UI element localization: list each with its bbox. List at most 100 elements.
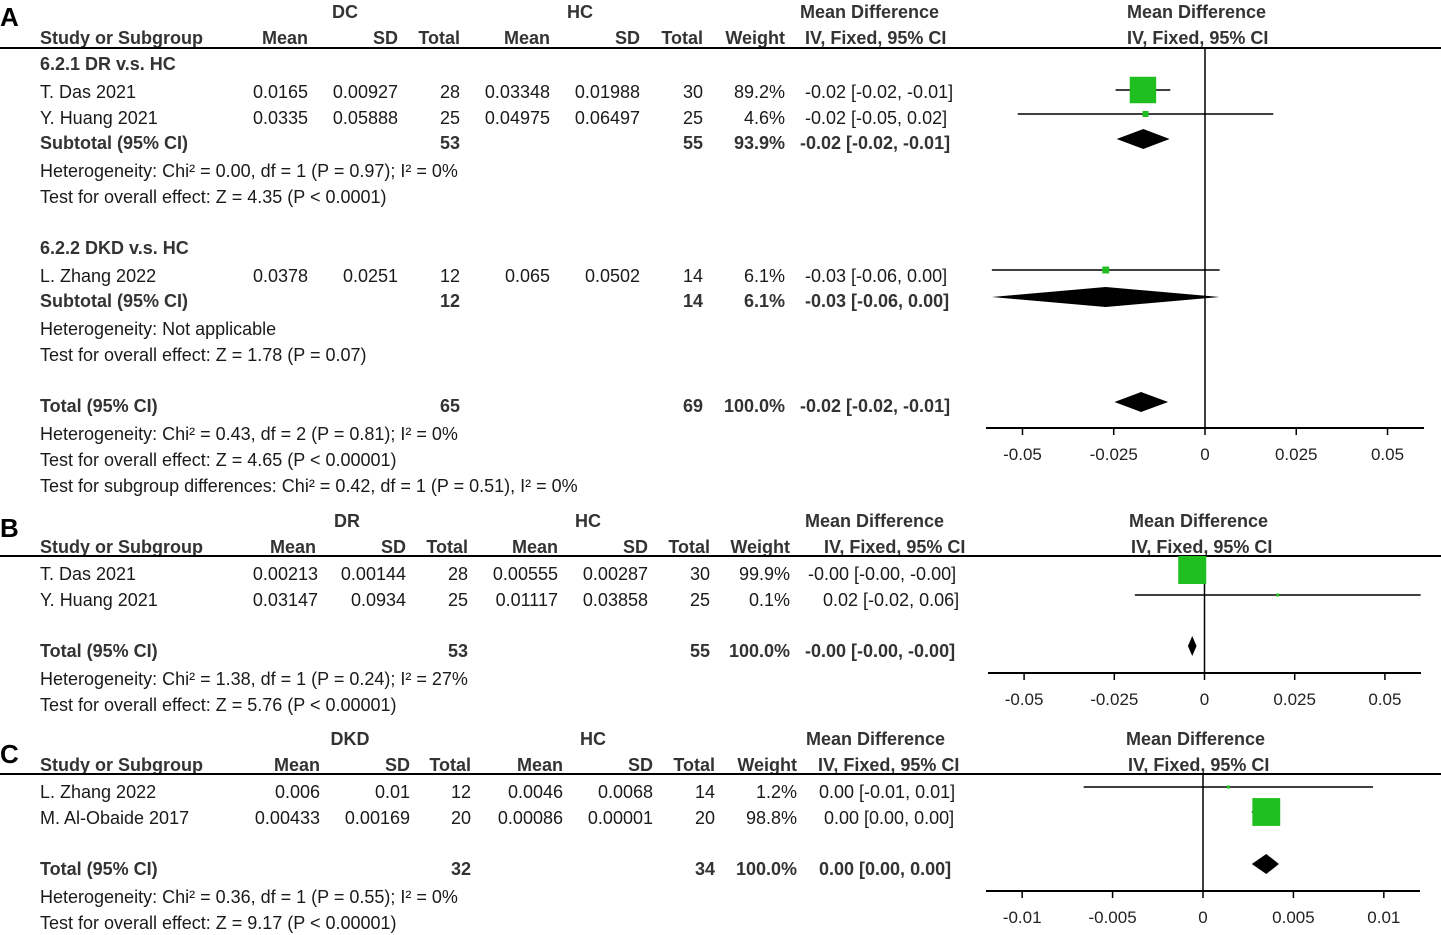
- pooled-diamond: [1116, 129, 1170, 149]
- mean1-cell: 0.0378: [252, 266, 308, 286]
- x-tick-label: 0: [1200, 690, 1209, 709]
- panel-letter: A: [0, 2, 19, 32]
- total-label: Total (95% CI): [40, 641, 158, 661]
- mean2-cell: 0.03348: [484, 82, 550, 102]
- total1-cell: 20: [450, 808, 471, 828]
- header-rule: [0, 555, 1441, 557]
- plot-header-sub: IV, Fixed, 95% CI: [1127, 28, 1269, 48]
- header-mean2: Mean: [503, 28, 550, 48]
- sd1-cell: 0.00144: [340, 564, 406, 584]
- total1-cell: 25: [439, 108, 460, 128]
- weight-cell: 1.2%: [755, 782, 797, 802]
- md-header-sub: IV, Fixed, 95% CI: [818, 755, 960, 775]
- weight-cell: 93.9%: [733, 133, 785, 153]
- group2-label: HC: [580, 729, 606, 749]
- mean1-cell: 0.0335: [252, 108, 308, 128]
- weight-cell: 100.0%: [728, 641, 790, 661]
- total2-cell: 30: [689, 564, 710, 584]
- total1-cell: 65: [439, 396, 460, 416]
- mean1-cell: 0.006: [274, 782, 320, 802]
- total1-cell: 32: [450, 859, 471, 879]
- study-name: T. Das 2021: [40, 564, 137, 584]
- x-tick-label: 0.05: [1371, 445, 1404, 464]
- heterogeneity-text: Heterogeneity: Not applicable: [40, 319, 277, 339]
- sd2-cell: 0.01988: [574, 82, 640, 102]
- sd1-cell: 0.01: [374, 782, 410, 802]
- weight-cell: 100.0%: [735, 859, 797, 879]
- md-header-title: Mean Difference: [805, 511, 945, 531]
- heterogeneity-text: Heterogeneity: Chi² = 0.00, df = 1 (P = …: [40, 161, 458, 181]
- study-weight-square: [1226, 785, 1230, 789]
- mean2-cell: 0.01117: [495, 590, 558, 610]
- total2-cell: 14: [694, 782, 715, 802]
- header-rule: [0, 47, 1441, 49]
- header-total2: Total: [661, 28, 703, 48]
- study-name: M. Al-Obaide 2017: [40, 808, 190, 828]
- heterogeneity-text: Heterogeneity: Chi² = 1.38, df = 1 (P = …: [40, 669, 468, 689]
- x-tick-label: -0.01: [1003, 908, 1042, 927]
- ci-cell: -0.02 [-0.02, -0.01]: [805, 82, 954, 102]
- ci-cell: -0.03 [-0.06, 0.00]: [805, 266, 948, 286]
- ci-cell: -0.03 [-0.06, 0.00]: [805, 291, 950, 311]
- total2-cell: 25: [689, 590, 710, 610]
- header-sd1: SD: [372, 28, 398, 48]
- group2-label: HC: [575, 511, 601, 531]
- ci-cell: 0.00 [0.00, 0.00]: [824, 808, 955, 828]
- total2-cell: 30: [682, 82, 703, 102]
- header-mean1: Mean: [261, 28, 308, 48]
- study-weight-square: [1142, 110, 1149, 118]
- md-header-sub: IV, Fixed, 95% CI: [805, 28, 947, 48]
- study-weight-square: [1252, 798, 1281, 826]
- header-sd2: SD: [622, 537, 648, 557]
- ci-cell: -0.00 [-0.00, -0.00]: [808, 564, 957, 584]
- plot-header-sub: IV, Fixed, 95% CI: [1128, 755, 1270, 775]
- study-weight-square: [1276, 593, 1280, 597]
- x-tick-label: -0.025: [1090, 445, 1138, 464]
- overall-effect-text: Test for overall effect: Z = 5.76 (P < 0…: [40, 695, 397, 715]
- mean1-cell: 0.00213: [252, 564, 318, 584]
- pooled-diamond: [1251, 854, 1279, 874]
- total1-cell: 53: [439, 133, 460, 153]
- weight-cell: 89.2%: [733, 82, 785, 102]
- header-mean1: Mean: [273, 755, 320, 775]
- pooled-diamond: [1114, 392, 1169, 412]
- x-tick-label: 0: [1200, 445, 1209, 464]
- total1-cell: 53: [447, 641, 468, 661]
- x-tick-label: -0.005: [1088, 908, 1136, 927]
- total1-cell: 12: [439, 291, 460, 311]
- study-weight-square: [1102, 266, 1110, 274]
- x-tick-label: 0.025: [1275, 445, 1318, 464]
- study-name: T. Das 2021: [40, 82, 137, 102]
- total2-cell: 55: [689, 641, 710, 661]
- header-weight: Weight: [725, 28, 785, 48]
- total2-cell: 14: [682, 266, 703, 286]
- study-name: Y. Huang 2021: [40, 590, 158, 610]
- total1-cell: 12: [439, 266, 460, 286]
- sd1-cell: 0.00927: [332, 82, 398, 102]
- header-sd1: SD: [380, 537, 406, 557]
- header-mean2: Mean: [511, 537, 558, 557]
- mean2-cell: 0.00086: [497, 808, 563, 828]
- x-tick-label: 0.01: [1367, 908, 1400, 927]
- total1-cell: 12: [450, 782, 471, 802]
- ci-cell: -0.00 [-0.00, -0.00]: [805, 641, 956, 661]
- total-label: Total (95% CI): [40, 396, 158, 416]
- mean1-cell: 0.03147: [252, 590, 318, 610]
- heterogeneity-text: Heterogeneity: Chi² = 0.43, df = 2 (P = …: [40, 424, 458, 444]
- mean1-cell: 0.0165: [252, 82, 308, 102]
- header-sd2: SD: [614, 28, 640, 48]
- mean2-cell: 0.00555: [492, 564, 558, 584]
- header-study: Study or Subgroup: [40, 755, 203, 775]
- x-tick-label: 0.005: [1272, 908, 1315, 927]
- md-header-title: Mean Difference: [800, 2, 940, 22]
- header-total2: Total: [673, 755, 715, 775]
- total2-cell: 55: [682, 133, 703, 153]
- pooled-diamond: [1187, 636, 1197, 656]
- header-mean2: Mean: [516, 755, 563, 775]
- sd2-cell: 0.00001: [587, 808, 653, 828]
- group1-label: DC: [332, 2, 358, 22]
- header-sd1: SD: [384, 755, 410, 775]
- ci-cell: 0.02 [-0.02, 0.06]: [823, 590, 960, 610]
- sd2-cell: 0.00287: [582, 564, 648, 584]
- subgroup-title: 6.2.1 DR v.s. HC: [40, 54, 176, 74]
